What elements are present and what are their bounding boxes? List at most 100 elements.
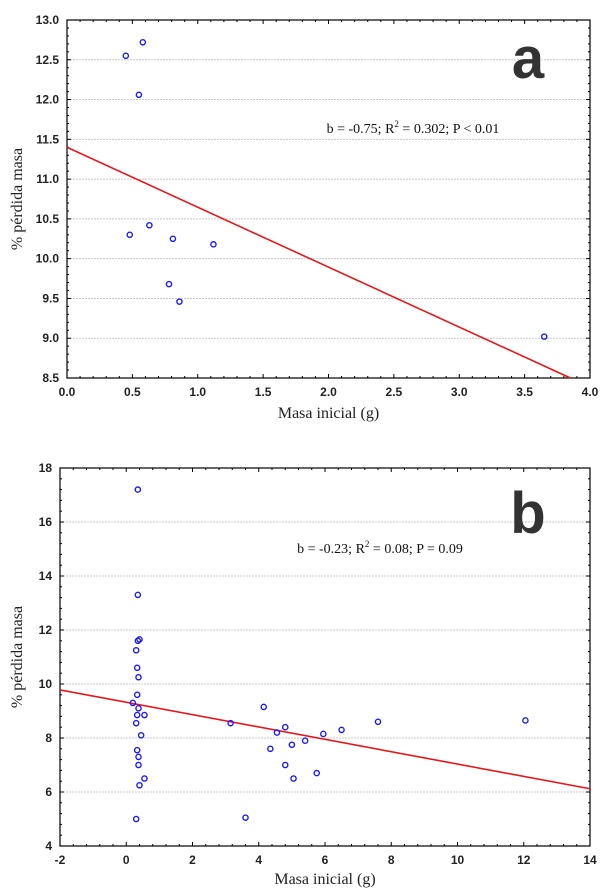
y-tick-label: 8 bbox=[45, 731, 52, 745]
plot-frame bbox=[66, 19, 591, 379]
chart-panel-a: 8.5 9.0 9.5 10.0 10.5 11.0 11.5 12.0 12.5 13.0 0.0… bbox=[9, 13, 599, 422]
y-tick-label: 12 bbox=[39, 623, 53, 637]
x-tick-label: 1.5 bbox=[255, 385, 272, 399]
y-tick-label: 9.0 bbox=[42, 331, 59, 345]
x-tick-label: -2 bbox=[55, 853, 66, 867]
chart-panel-b: 4 6 8 10 12 14 16 18 -2 0 2 4 6 8 10 12 14 Masa inicial (… bbox=[9, 461, 597, 888]
plot-frame bbox=[59, 467, 591, 847]
x-tick-label: 4.0 bbox=[582, 385, 599, 399]
data-point bbox=[122, 52, 130, 60]
data-point bbox=[281, 723, 289, 731]
data-point bbox=[281, 761, 289, 769]
y-tick-label: 6 bbox=[45, 785, 52, 799]
x-tick-label: 3.5 bbox=[516, 385, 533, 399]
y-tick-label: 14 bbox=[39, 569, 53, 583]
data-point bbox=[141, 711, 148, 719]
data-point bbox=[132, 815, 140, 823]
data-point bbox=[540, 333, 548, 340]
data-point bbox=[267, 745, 274, 753]
y-tick-label: 18 bbox=[39, 461, 53, 475]
x-tick-label: 2.5 bbox=[386, 385, 403, 399]
data-point bbox=[132, 646, 140, 654]
data-point bbox=[137, 732, 145, 739]
y-tick-label: 12.0 bbox=[36, 93, 60, 107]
data-point bbox=[134, 591, 142, 599]
y-axis-label: % pérdida masa bbox=[9, 148, 26, 250]
x-axis-label: Masa inicial (g) bbox=[278, 405, 379, 422]
data-point bbox=[176, 298, 183, 305]
x-tick-label: 0.0 bbox=[59, 385, 76, 399]
y-tick-label: 4 bbox=[45, 839, 52, 853]
data-point bbox=[129, 699, 137, 707]
r2-p-text: = 0.302; P < 0.01 bbox=[399, 122, 499, 137]
data-point bbox=[165, 280, 173, 288]
data-point bbox=[126, 231, 134, 239]
x-axis-label: Masa inicial (g) bbox=[274, 871, 375, 888]
data-point bbox=[320, 730, 327, 738]
r2-superscript: 2 bbox=[394, 119, 399, 129]
x-tick-label: 2.0 bbox=[320, 385, 337, 399]
data-point bbox=[290, 775, 297, 782]
regression-line bbox=[59, 689, 591, 790]
x-tick-label: 14 bbox=[583, 853, 597, 867]
data-point bbox=[136, 781, 143, 789]
data-point bbox=[273, 729, 281, 736]
y-tick-label: 12.5 bbox=[36, 53, 60, 67]
data-point bbox=[133, 664, 141, 672]
data-point bbox=[133, 691, 141, 699]
data-point bbox=[135, 761, 142, 769]
data-point bbox=[135, 91, 143, 99]
y-tick-label: 11.5 bbox=[36, 132, 59, 146]
data-point bbox=[133, 711, 141, 719]
data-point bbox=[227, 719, 234, 727]
data-point bbox=[134, 486, 142, 493]
data-point bbox=[132, 719, 140, 727]
data-point bbox=[135, 673, 142, 681]
x-tick-label: 0.5 bbox=[124, 385, 141, 399]
panel-label: b bbox=[510, 481, 545, 546]
panel-label: a bbox=[512, 26, 545, 91]
x-tick-label: 1.0 bbox=[189, 385, 206, 399]
x-tick-label: 10 bbox=[451, 853, 465, 867]
slope-text: b = -0.75; R bbox=[327, 122, 395, 137]
y-tick-label: 11.0 bbox=[36, 172, 59, 186]
regression-line bbox=[66, 146, 571, 379]
y-tick-label: 9.5 bbox=[42, 291, 59, 305]
data-point bbox=[139, 38, 147, 46]
data-point bbox=[141, 775, 148, 782]
data-point bbox=[338, 726, 345, 734]
slope-text: b = -0.23; R bbox=[297, 542, 365, 557]
x-tick-label: 0 bbox=[123, 853, 130, 867]
y-axis-label: % pérdida masa bbox=[9, 606, 26, 708]
x-tick-label: 12 bbox=[517, 853, 531, 867]
data-point bbox=[242, 814, 249, 821]
y-tick-label: 8.5 bbox=[42, 371, 59, 385]
y-tick-label: 10.0 bbox=[36, 252, 60, 266]
regression-stats: b = -0.23; R2 = 0.08; P = 0.09 bbox=[297, 539, 463, 557]
regression-stats: b = -0.75; R2 = 0.302; P < 0.01 bbox=[327, 119, 500, 137]
x-tick-label: 8 bbox=[388, 853, 395, 867]
data-point bbox=[260, 703, 268, 711]
data-point bbox=[522, 717, 529, 724]
data-point bbox=[134, 637, 142, 645]
y-tick-label: 16 bbox=[39, 515, 53, 529]
y-tick-label: 13.0 bbox=[36, 13, 60, 27]
r2-p-text: = 0.08; P = 0.09 bbox=[369, 542, 462, 557]
data-point bbox=[133, 746, 141, 754]
data-point bbox=[146, 221, 153, 229]
y-tick-label: 10.5 bbox=[36, 212, 60, 226]
x-tick-label: 4 bbox=[255, 853, 262, 867]
data-point bbox=[374, 718, 382, 726]
x-tick-label: 6 bbox=[322, 853, 329, 867]
data-point bbox=[135, 705, 142, 712]
r2-superscript: 2 bbox=[365, 539, 370, 549]
data-point bbox=[313, 769, 321, 777]
data-point bbox=[135, 753, 142, 761]
data-point bbox=[169, 235, 177, 243]
data-point bbox=[301, 737, 309, 745]
data-point bbox=[210, 241, 217, 248]
x-tick-label: 3.0 bbox=[451, 385, 468, 399]
y-tick-label: 10 bbox=[39, 677, 53, 691]
data-point bbox=[288, 741, 296, 749]
